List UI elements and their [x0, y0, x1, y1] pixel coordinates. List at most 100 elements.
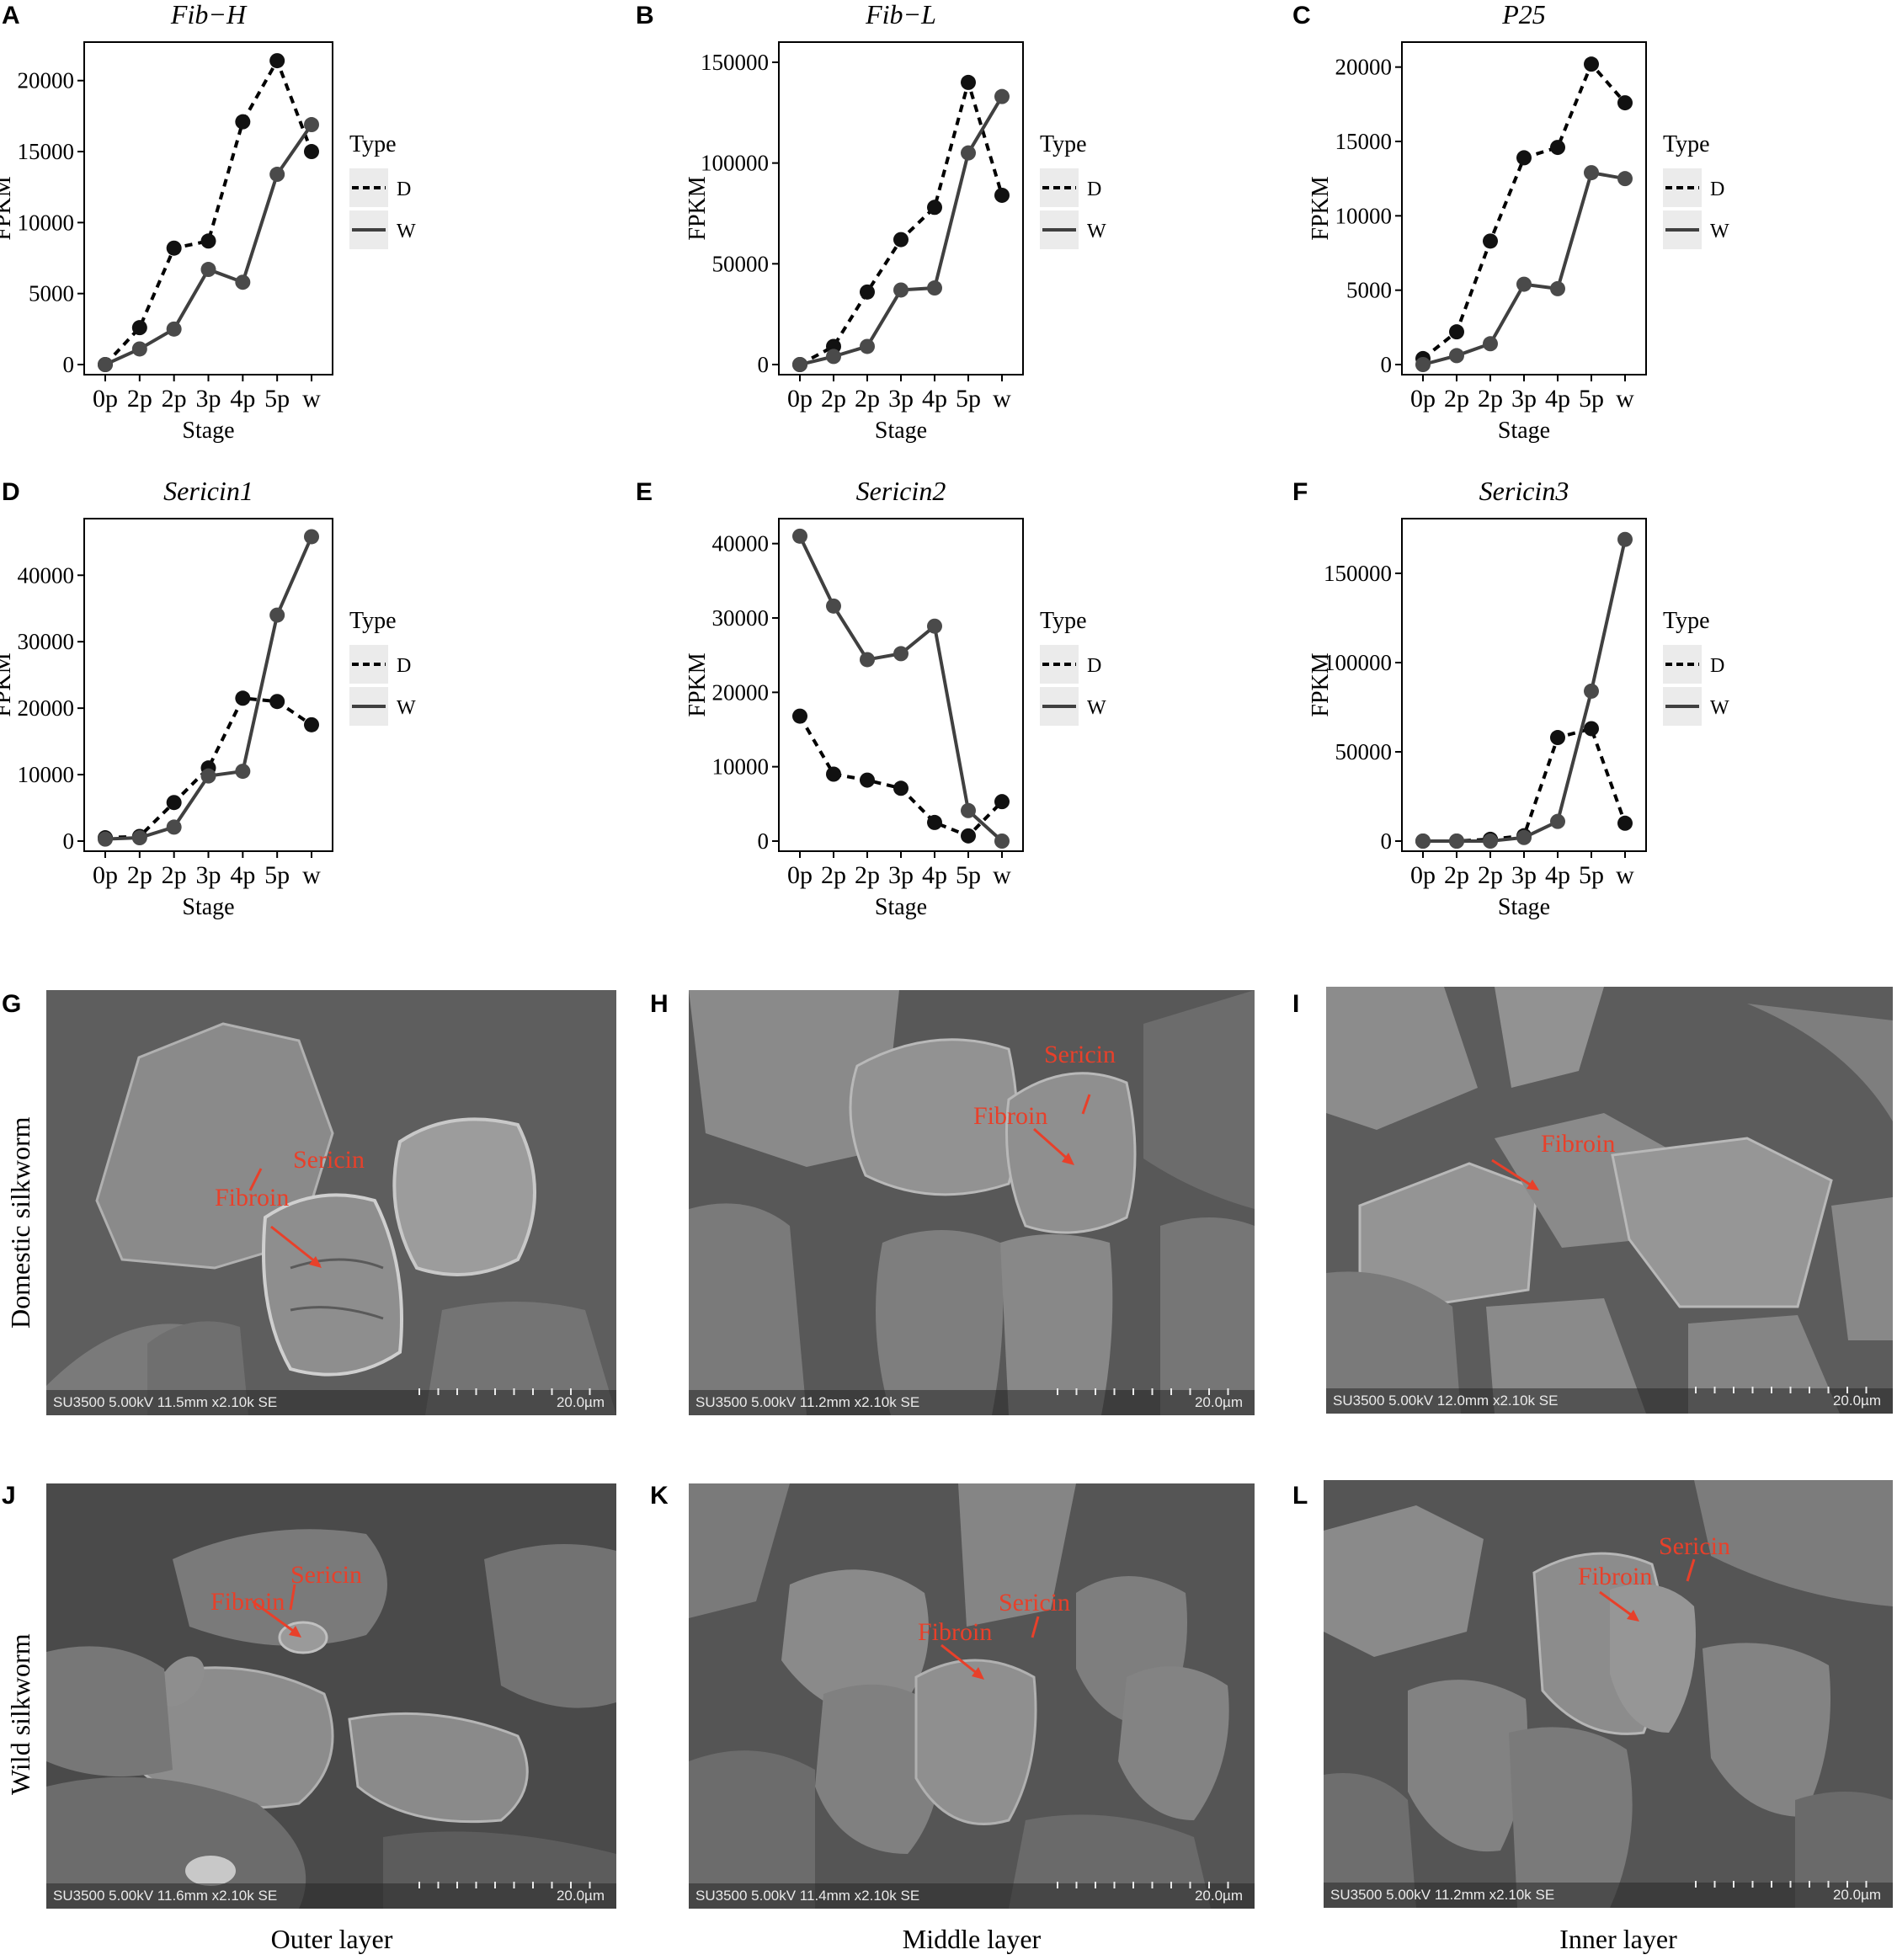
y-axis-label: FPKM [1308, 652, 1334, 716]
sem-info-bar: SU3500 5.00kV 11.2mm x2.10k SE 20.0µm [1324, 1883, 1893, 1908]
chart-fib-h: Fib−H 0 5000 10000 15000 20000 0p 2p 2p 3p 4p 5p w St… [0, 0, 631, 459]
plot-frame [778, 41, 1024, 375]
sem-texture [1326, 987, 1893, 1414]
scale-bar-label: 20.0µm [1194, 1394, 1243, 1410]
y-tick-label: 15000 [18, 139, 75, 164]
scale-bar [1695, 1387, 1884, 1393]
x-tick-label: w [1616, 385, 1634, 413]
scale-bar-label: 20.0µm [1832, 1393, 1881, 1409]
chart-fib-h-svg: Fib−H 0 5000 10000 15000 20000 0p 2p 2p 3p 4p 5p w St… [0, 0, 416, 444]
x-axis-label: Stage [182, 418, 234, 444]
sem-info-text: SU3500 5.00kV 11.2mm x2.10k SE [695, 1394, 920, 1410]
data-point-w [131, 830, 147, 846]
data-point-d [927, 814, 942, 830]
x-tick-label: w [302, 385, 321, 413]
y-tick-label: 5000 [1346, 278, 1392, 303]
panel-letter-j: J [2, 1482, 16, 1510]
data-point-w [927, 280, 942, 296]
y-tick-label: 150000 [1324, 561, 1392, 586]
x-tick-label: 2p [127, 385, 152, 413]
data-point-w [826, 349, 841, 365]
x-tick-label: 4p [922, 385, 947, 413]
y-tick-label: 100000 [701, 151, 769, 176]
data-point-w [1550, 280, 1565, 296]
x-tick-label: 2p [162, 861, 187, 889]
chart-fib-l-svg: Fib−L 0 50000 100000 150000 0p 2p 2p 3p 4p 5p w Stag… [685, 0, 1106, 444]
y-tick-label: 0 [758, 828, 770, 854]
x-axis-label: Stage [875, 418, 927, 444]
legend-title: Type [349, 608, 397, 634]
legend-entry-w: W [1087, 697, 1106, 719]
x-tick-label: 3p [1511, 861, 1537, 889]
data-point-d [893, 780, 909, 796]
data-point-w [1449, 834, 1464, 849]
legend-entry-d: D [397, 178, 411, 200]
data-point-w [269, 167, 285, 183]
sem-image-k: Sericin Fibroin SU3500 5.00kV 11.4mm x2.… [689, 1483, 1255, 1909]
x-tick-label: 2p [821, 861, 846, 889]
x-axis-label: Stage [182, 894, 234, 920]
data-point-w [893, 282, 909, 298]
sem-image-h: Sericin Fibroin SU3500 5.00kV 11.2mm x2.… [689, 990, 1255, 1415]
legend-entry-w: W [397, 221, 416, 242]
x-tick-label: 5p [264, 385, 290, 413]
chart-title: P25 [1501, 0, 1546, 29]
x-tick-label: 3p [888, 861, 914, 889]
y-tick-label: 50000 [1335, 739, 1393, 764]
y-tick-label: 0 [1381, 828, 1393, 854]
x-tick-label: 3p [888, 385, 914, 413]
data-point-w [1516, 276, 1532, 292]
chart-fib-l: Fib−L 0 50000 100000 150000 0p 2p 2p 3p 4p 5p w Stag… [648, 0, 1288, 459]
data-point-w [1415, 834, 1431, 849]
y-tick-label: 40000 [18, 562, 75, 588]
panel-letter-f: F [1292, 478, 1308, 506]
sem-info-bar: SU3500 5.00kV 12.0mm x2.10k SE 20.0µm [1326, 1388, 1893, 1414]
data-point-d [792, 708, 807, 724]
scale-bar [418, 1882, 608, 1888]
y-tick-label: 50000 [712, 251, 770, 276]
x-tick-label: 2p [821, 385, 846, 413]
data-point-d [1449, 324, 1464, 340]
sem-image-l: Sericin Fibroin SU3500 5.00kV 11.2mm x2.… [1324, 1480, 1893, 1908]
y-tick-label: 10000 [712, 754, 770, 780]
col-label-outer: Outer layer [270, 1924, 393, 1954]
sem-info-text: SU3500 5.00kV 11.4mm x2.10k SE [695, 1888, 920, 1904]
annotation-fibroin: Fibroin [1541, 1130, 1616, 1158]
data-point-d [860, 284, 875, 300]
data-point-w [893, 646, 909, 662]
y-tick-label: 20000 [712, 679, 770, 705]
y-tick-label: 40000 [712, 531, 770, 557]
y-tick-label: 5000 [29, 281, 74, 306]
y-tick-label: 100000 [1324, 650, 1392, 675]
data-point-w [1617, 531, 1633, 547]
annotation-sericin: Sericin [999, 1589, 1070, 1616]
x-tick-label: 2p [1444, 861, 1469, 889]
panel-letter-c: C [1292, 2, 1311, 29]
y-tick-label: 10000 [1335, 203, 1393, 228]
col-label-inner: Inner layer [1559, 1924, 1677, 1954]
data-point-d [994, 794, 1010, 810]
data-point-w [1449, 348, 1464, 364]
x-tick-label: 5p [1579, 861, 1604, 889]
y-tick-label: 0 [1381, 352, 1393, 377]
y-tick-label: 0 [63, 352, 75, 377]
x-tick-label: 5p [264, 861, 290, 889]
panel-letter-l: L [1292, 1482, 1308, 1510]
legend-entry-d: D [1087, 178, 1101, 200]
data-point-d [1617, 815, 1633, 831]
x-axis-label: Stage [1498, 894, 1550, 920]
data-point-w [927, 618, 942, 634]
x-tick-label: w [993, 861, 1011, 889]
data-point-w [792, 528, 807, 544]
panel-letter-d: D [2, 478, 20, 506]
data-point-w [860, 338, 875, 354]
data-point-w [994, 834, 1010, 849]
y-tick-label: 150000 [701, 50, 769, 75]
chart-sericin3: Sericin3 0 50000 100000 150000 0p 2p 2p 3p 4p 5p w S… [1292, 476, 1897, 935]
legend-title: Type [1663, 131, 1710, 157]
data-point-d [826, 766, 841, 782]
y-tick-label: 0 [758, 352, 770, 377]
plot-frame [1401, 518, 1647, 852]
y-tick-label: 30000 [712, 605, 770, 631]
y-tick-label: 30000 [18, 629, 75, 654]
